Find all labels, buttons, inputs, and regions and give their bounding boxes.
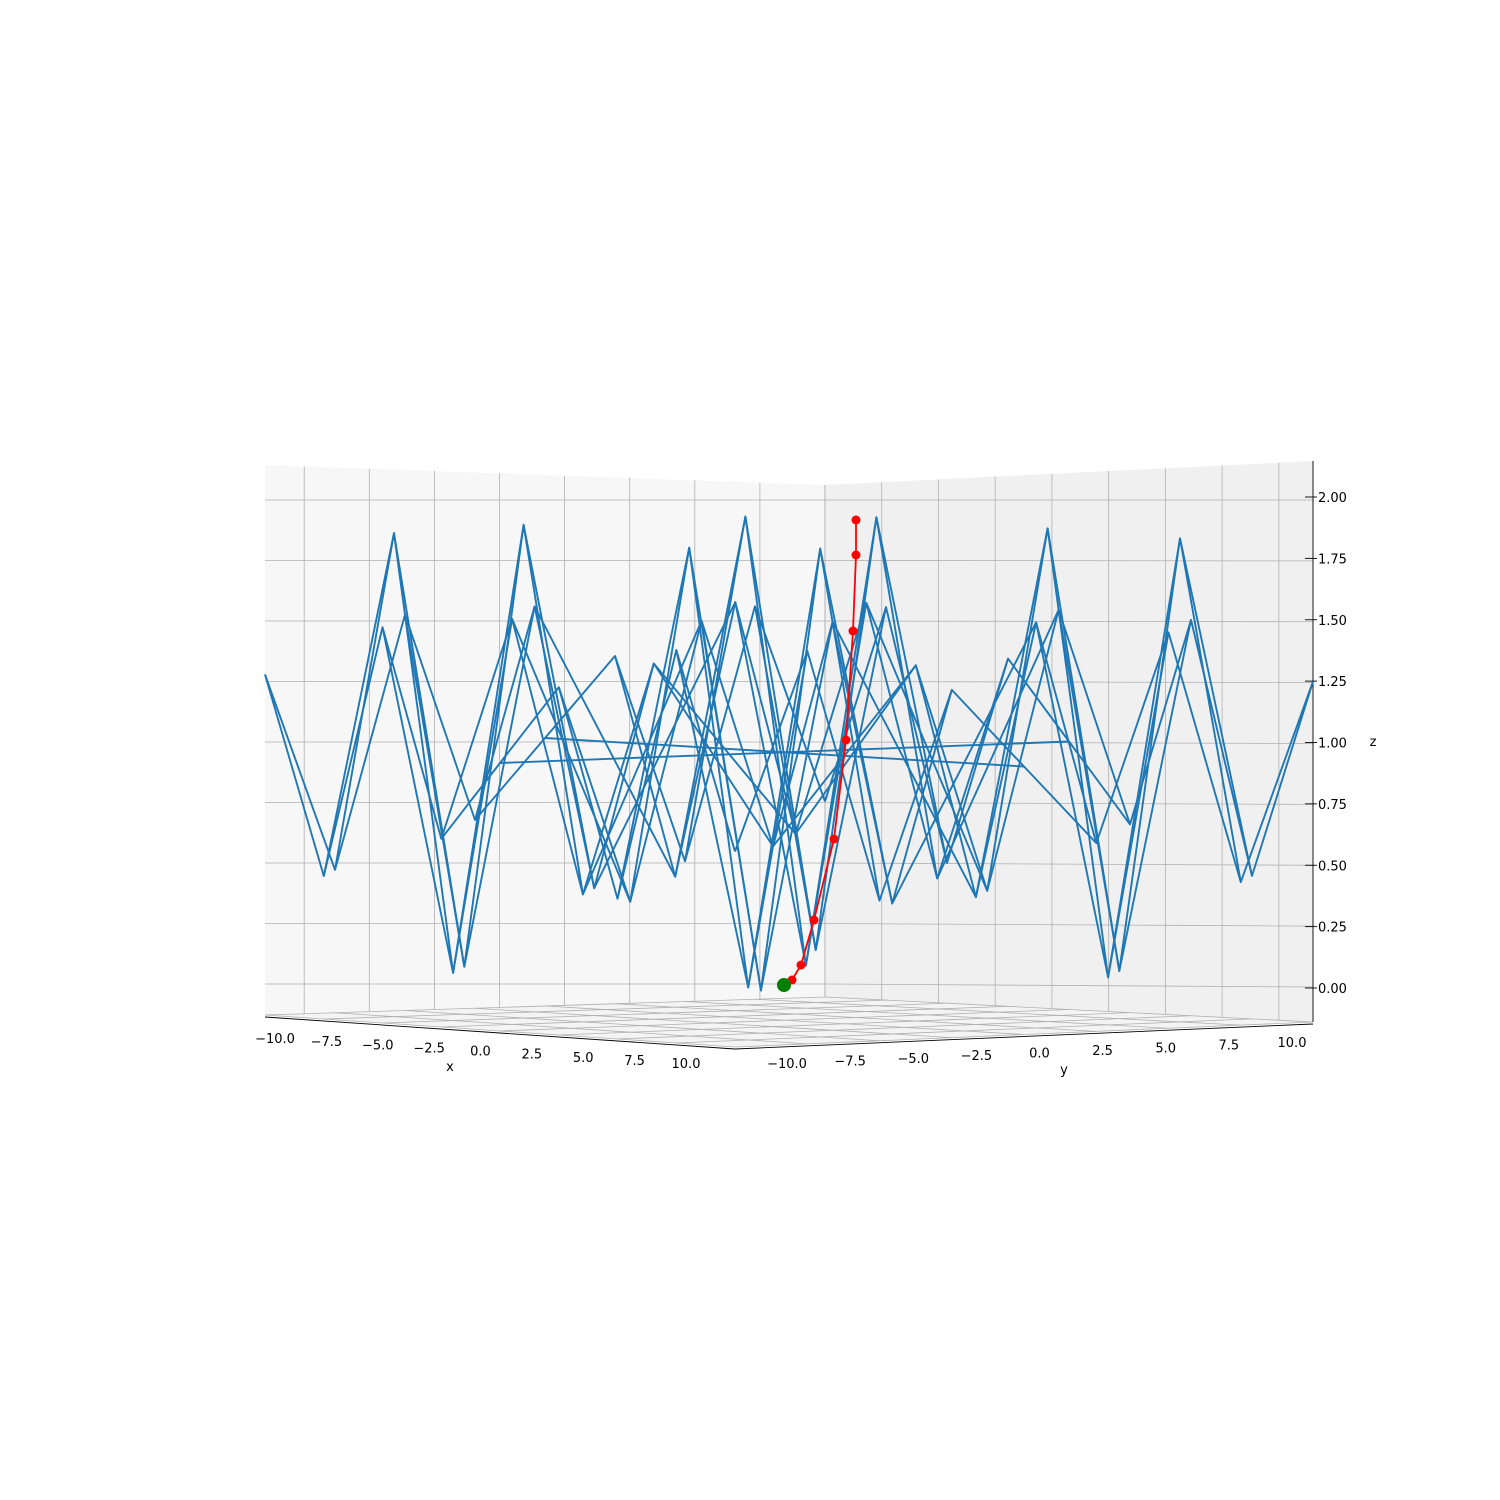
tick-labels: −10.0 −7.5 −5.0 −2.5 0.0 2.5 5.0 7.5 10.0 −10.0 −7… <box>255 491 1347 1072</box>
wire-line-col <box>824 606 1314 877</box>
wire-line-col <box>754 516 1242 972</box>
z-tick-label: 1.50 <box>1318 614 1347 629</box>
x-tick-label: 2.5 <box>522 1048 543 1063</box>
y-axis-label: y <box>1060 1063 1068 1078</box>
floor-grid-line <box>676 1018 1253 1044</box>
grid-line-z <box>824 620 1314 623</box>
grid-line-z <box>824 923 1314 927</box>
y-tick-label: −5.0 <box>897 1052 929 1067</box>
y-tick-label: 10.0 <box>1278 1036 1307 1051</box>
wire-line-col <box>474 605 953 905</box>
descent-path-point <box>841 735 851 745</box>
x-tick-label: −5.0 <box>362 1038 394 1053</box>
descent-path-point <box>829 834 839 844</box>
descent-path-line <box>791 520 857 981</box>
floor-grid-line <box>684 1001 1169 1029</box>
axis-lines <box>264 461 1314 1050</box>
z-tick-label: 2.00 <box>1318 491 1347 506</box>
x-tick-label: −7.5 <box>311 1035 343 1050</box>
descent-path-point <box>809 915 819 925</box>
x-tick-label: 7.5 <box>624 1054 645 1069</box>
z-tick-label: 0.00 <box>1318 982 1347 997</box>
descent-path-point <box>796 960 806 970</box>
floor-grid-line <box>499 1009 1070 1032</box>
z-tick-label: 1.00 <box>1318 737 1347 752</box>
y-tick-label: 2.5 <box>1092 1044 1113 1059</box>
wire-line-col <box>334 532 809 989</box>
y-axis-line <box>734 1023 1314 1050</box>
descent-path-point <box>851 515 861 525</box>
y-tick-label: −7.5 <box>834 1054 866 1069</box>
descent-path-point <box>851 550 861 560</box>
y-tick-label: −2.5 <box>961 1049 993 1064</box>
y-tick-label: 7.5 <box>1219 1039 1240 1054</box>
y-tick-label: −10.0 <box>767 1057 807 1072</box>
x-tick-label: −2.5 <box>413 1041 445 1056</box>
x-axis-label: x <box>446 1060 454 1075</box>
descent-path <box>777 515 861 992</box>
x-tick-label: 0.0 <box>470 1045 491 1060</box>
descent-path-point <box>848 626 858 636</box>
floor-grid-line <box>734 1021 1314 1048</box>
z-tick-label: 1.25 <box>1318 675 1347 690</box>
floor-pane <box>265 997 1313 1047</box>
y-tick-label: 5.0 <box>1155 1041 1176 1056</box>
floor-grid-line <box>617 1015 1192 1040</box>
wireframe-surface <box>264 515 1314 992</box>
x-tick-label: 5.0 <box>573 1051 594 1066</box>
grid-line-z <box>824 983 1314 988</box>
y-tick-label: 0.0 <box>1029 1047 1050 1062</box>
z-tick-label: 0.50 <box>1318 859 1347 874</box>
grid-line-z <box>824 802 1314 805</box>
floor-grid-line <box>614 1003 1097 1032</box>
x-axis-line <box>264 1016 736 1050</box>
wire-line-col <box>264 626 736 900</box>
z-tick-label: 0.75 <box>1318 798 1347 813</box>
wire-line-col <box>544 737 1025 768</box>
minimum-point-marker <box>777 978 791 992</box>
z-tick-label: 0.25 <box>1318 921 1347 936</box>
floor-grid-line <box>558 1012 1131 1036</box>
x-tick-label: −10.0 <box>255 1032 295 1047</box>
grid-line-z <box>824 862 1314 866</box>
z-axis-label: z <box>1370 735 1377 750</box>
floor-grid-line <box>824 996 1314 1023</box>
z-tick-label: 1.75 <box>1318 552 1347 567</box>
floor-grid-line <box>754 998 1241 1026</box>
x-tick-label: 10.0 <box>672 1057 701 1072</box>
